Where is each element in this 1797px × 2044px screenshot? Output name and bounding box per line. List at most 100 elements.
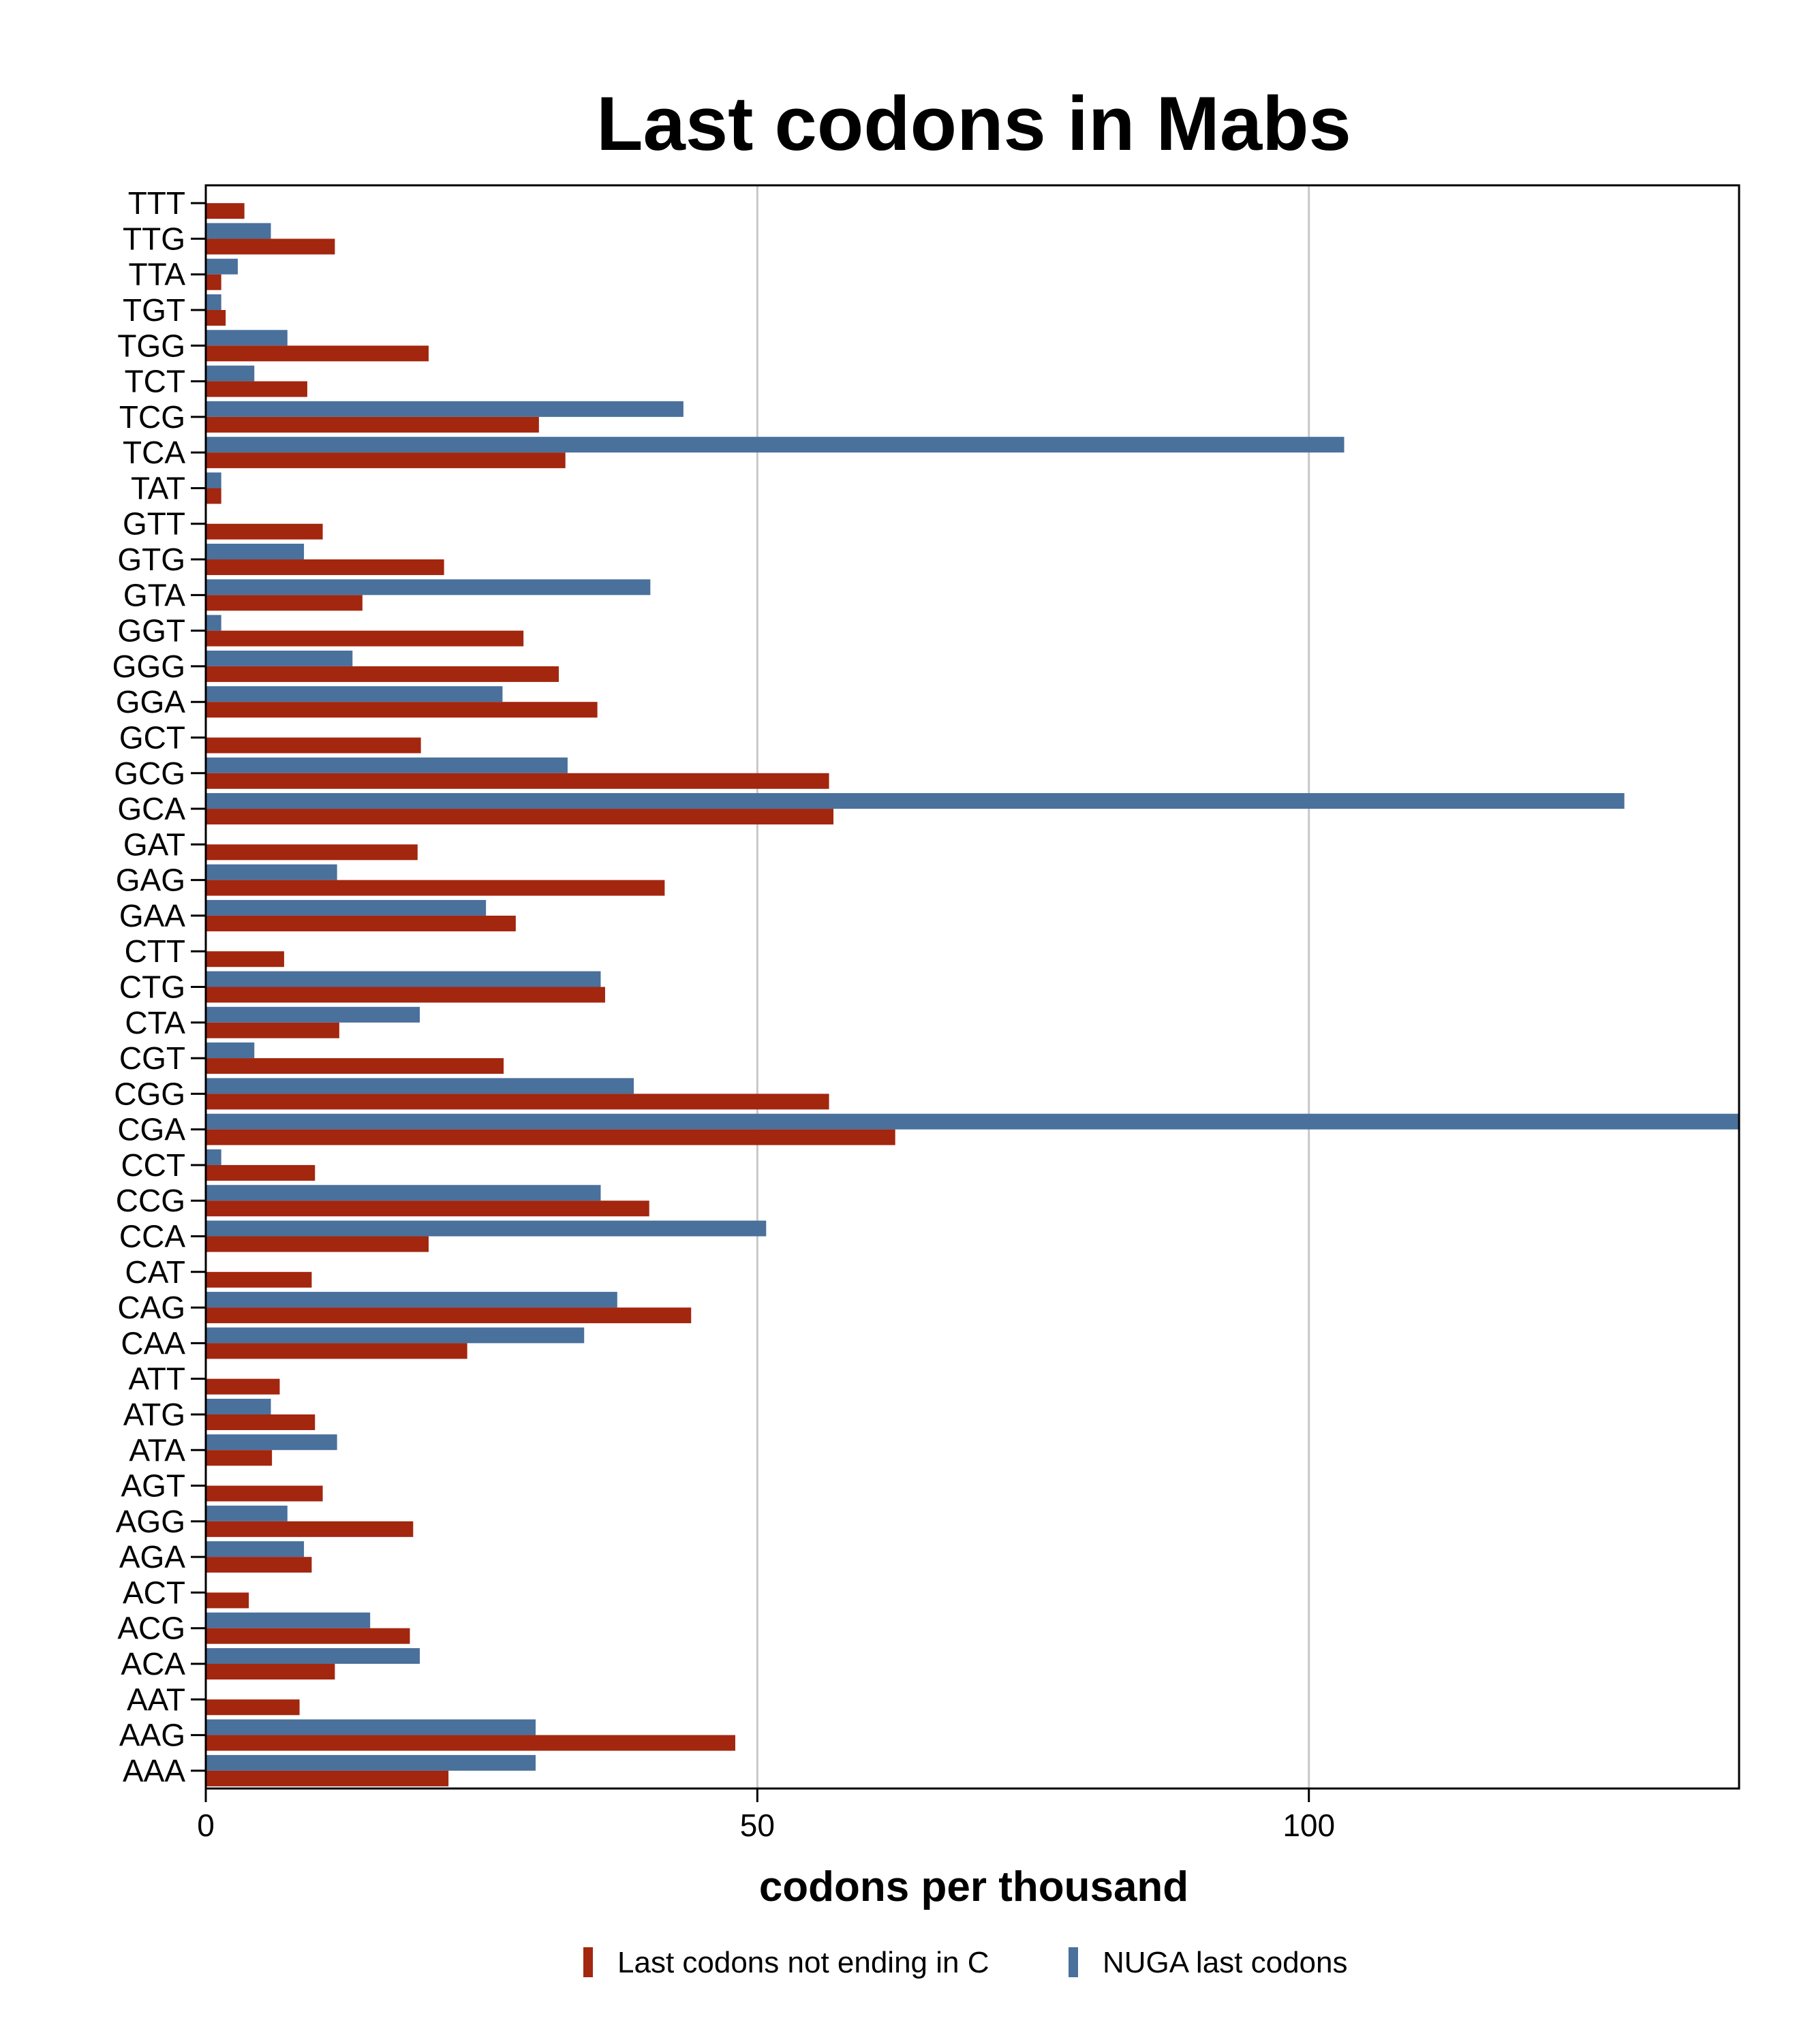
y-tick-label-gag: GAG [116, 863, 185, 898]
y-tick-label-agt: AGT [121, 1468, 185, 1504]
bar-nuga-cca [206, 1220, 767, 1237]
bar-not-c-ggt [206, 630, 524, 647]
bar-not-c-gca [206, 809, 834, 825]
bar-nuga-atg [206, 1398, 271, 1414]
bar-not-c-tta [206, 274, 221, 290]
legend-label-nuga: NUGA last codons [1103, 1946, 1348, 1979]
y-tick-label-cga: CGA [117, 1112, 185, 1147]
bar-not-c-ctt [206, 951, 284, 967]
y-tick-label-cca: CCA [119, 1219, 185, 1254]
y-tick-label-aat: AAT [127, 1682, 185, 1717]
y-tick-label-aga: AGA [119, 1539, 185, 1575]
bar-nuga-cgt [206, 1042, 255, 1059]
bar-nuga-cta [206, 1006, 420, 1023]
bar-nuga-gta [206, 579, 651, 595]
bar-nuga-tct [206, 365, 255, 382]
bar-not-c-gcg [206, 773, 829, 789]
y-tick-label-ggt: GGT [117, 613, 185, 649]
bar-not-c-gtt [206, 523, 323, 540]
bar-not-c-cag [206, 1307, 692, 1324]
bar-nuga-gtg [206, 544, 305, 560]
bar-not-c-tgt [206, 310, 226, 326]
y-tick-label-cgg: CGG [114, 1076, 185, 1111]
bar-not-c-gta [206, 595, 363, 611]
bar-not-c-gga [206, 702, 598, 718]
bar-not-c-ggg [206, 666, 559, 682]
bar-nuga-cag [206, 1292, 617, 1308]
bar-nuga-aag [206, 1719, 536, 1735]
legend-label-not-c: Last codons not ending in C [617, 1946, 989, 1979]
y-tick-label-acg: ACG [117, 1611, 185, 1646]
bar-not-c-cga [206, 1129, 895, 1145]
bar-not-c-ata [206, 1450, 273, 1466]
bar-nuga-gaa [206, 899, 487, 916]
bar-nuga-aaa [206, 1754, 536, 1771]
bar-nuga-ctg [206, 971, 601, 987]
bar-nuga-ata [206, 1434, 337, 1451]
y-tick-label-ata: ATA [129, 1432, 185, 1468]
bar-not-c-agt [206, 1485, 323, 1502]
bar-not-c-gtg [206, 559, 444, 576]
y-tick-label-tca: TCA [123, 435, 185, 470]
y-tick-label-gtt: GTT [123, 506, 185, 542]
bar-not-c-tct [206, 381, 307, 397]
bar-not-c-tat [206, 488, 221, 504]
y-tick-label-ttt: TTT [128, 185, 185, 221]
bar-not-c-cgg [206, 1094, 829, 1110]
x-tick-label-50: 50 [740, 1808, 775, 1843]
bar-not-c-tgg [206, 345, 429, 362]
y-tick-label-cat: CAT [125, 1254, 185, 1290]
bar-not-c-gaa [206, 915, 516, 931]
y-tick-label-tgt: TGT [123, 292, 185, 328]
y-tick-label-tat: TAT [131, 470, 185, 506]
y-tick-label-cct: CCT [121, 1147, 185, 1183]
bar-not-c-act [206, 1592, 249, 1609]
bar-nuga-acg [206, 1612, 371, 1628]
bar-nuga-tgt [206, 294, 221, 311]
bar-nuga-gag [206, 864, 337, 880]
bar-not-c-cca [206, 1236, 429, 1252]
bar-not-c-cat [206, 1271, 312, 1288]
bar-not-c-ttt [206, 203, 245, 219]
y-tick-label-cgt: CGT [119, 1040, 185, 1076]
bar-nuga-ggg [206, 650, 353, 666]
bar-nuga-tgg [206, 330, 288, 346]
y-tick-label-tcg: TCG [119, 399, 185, 435]
y-tick-label-tta: TTA [129, 257, 186, 292]
bar-nuga-cgg [206, 1078, 634, 1094]
bar-not-c-att [206, 1378, 280, 1395]
bar-not-c-tcg [206, 416, 539, 433]
y-tick-label-aca: ACA [121, 1646, 185, 1682]
bar-nuga-tat [206, 472, 221, 489]
y-tick-label-att: ATT [129, 1361, 185, 1397]
y-tick-label-ggg: GGG [112, 649, 185, 684]
bars [206, 203, 1739, 1786]
y-tick-label-tgg: TGG [117, 328, 185, 363]
bar-not-c-aga [206, 1557, 312, 1573]
y-axis: TTTTTGTTATGTTGGTCTTCGTCATATGTTGTGGTAGGTG… [112, 185, 206, 1788]
y-tick-label-atg: ATG [123, 1397, 185, 1432]
gridlines [756, 185, 1310, 1788]
y-tick-label-cta: CTA [125, 1005, 185, 1040]
legend-swatch-not-c [583, 1947, 593, 1977]
y-tick-label-tct: TCT [125, 364, 185, 399]
bar-not-c-caa [206, 1343, 467, 1359]
y-tick-label-ccg: CCG [116, 1183, 185, 1218]
y-tick-label-ctt: CTT [125, 933, 185, 969]
bar-nuga-cga [206, 1113, 1739, 1130]
y-tick-label-caa: CAA [121, 1325, 185, 1361]
bar-not-c-agg [206, 1521, 414, 1537]
bar-nuga-aca [206, 1647, 420, 1664]
y-tick-label-gct: GCT [119, 719, 185, 755]
bar-not-c-cta [206, 1022, 339, 1038]
y-tick-label-gcg: GCG [114, 756, 185, 791]
bar-not-c-ccg [206, 1201, 649, 1217]
bar-not-c-tca [206, 452, 566, 469]
bar-not-c-acg [206, 1628, 410, 1644]
y-tick-label-gaa: GAA [119, 898, 185, 933]
legend-swatch-nuga [1069, 1947, 1078, 1977]
y-tick-label-gca: GCA [117, 791, 185, 826]
bar-not-c-atg [206, 1414, 316, 1430]
bar-not-c-ttg [206, 238, 335, 255]
